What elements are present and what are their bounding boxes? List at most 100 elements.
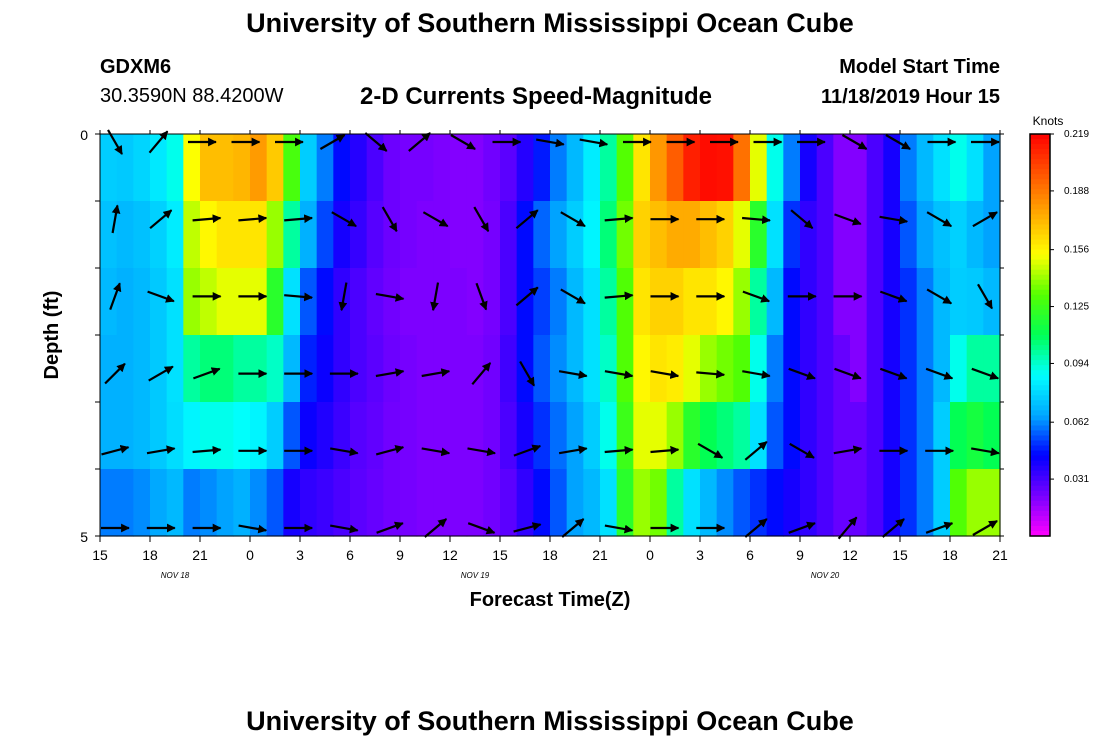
colorbar-segment	[1030, 189, 1050, 195]
x-tick-label: 18	[542, 547, 558, 563]
heatmap-cell	[366, 268, 384, 336]
heatmap-cell	[516, 268, 534, 336]
heatmap-cell	[133, 469, 151, 537]
heatmap-cell	[600, 268, 618, 336]
x-tick-label: 9	[796, 547, 804, 563]
colorbar-segment	[1030, 355, 1050, 361]
heatmap-cell	[366, 335, 384, 403]
colorbar-segment	[1030, 169, 1050, 175]
heatmap-cell	[783, 134, 801, 202]
heatmap-cell	[283, 469, 301, 537]
colorbar-segment	[1030, 425, 1050, 432]
x-tick-label: 0	[246, 547, 254, 563]
heatmap-cell	[300, 469, 318, 537]
heatmap-cell	[233, 335, 251, 403]
current-arrow	[515, 209, 539, 230]
colorbar-tick-label: 0.156	[1064, 245, 1089, 256]
heatmap-cell	[650, 402, 668, 470]
heatmap-cell	[516, 402, 534, 470]
colorbar-segment	[1030, 259, 1050, 266]
heatmap-cell	[616, 469, 634, 537]
heatmap-cell	[900, 335, 918, 403]
heatmap-cell	[800, 469, 818, 537]
colorbar-segment	[1030, 395, 1050, 401]
heatmap-cell	[916, 268, 934, 336]
heatmap-cell	[116, 201, 134, 269]
current-arrow	[558, 445, 588, 455]
heatmap-cell	[550, 201, 568, 269]
heatmap-cell	[716, 134, 734, 202]
heatmap-cell	[566, 335, 584, 403]
colorbar-segment	[1030, 490, 1050, 497]
heatmap-cell	[966, 469, 984, 537]
current-arrow	[790, 209, 814, 230]
current-arrow	[284, 292, 313, 302]
heatmap-cell	[816, 201, 834, 269]
station-id: GDXM6	[100, 56, 172, 78]
current-arrow	[192, 445, 222, 455]
heatmap-cell	[200, 134, 218, 202]
heatmap-cell	[216, 201, 234, 269]
heatmap-cell	[133, 402, 151, 470]
heatmap-cell	[550, 402, 568, 470]
colorbar-segment	[1030, 264, 1050, 271]
x-tick-label: 0	[646, 547, 654, 563]
colorbar-segment	[1030, 154, 1050, 160]
colorbar-segment	[1030, 274, 1050, 281]
current-arrow	[467, 447, 496, 457]
colorbar-segment	[1030, 299, 1050, 306]
heatmap-cell	[600, 335, 618, 403]
heatmap-cell	[650, 469, 668, 537]
heatmap-cell	[600, 201, 618, 269]
current-arrow	[148, 365, 174, 382]
heatmap-cell	[833, 335, 851, 403]
heatmap-cell	[516, 201, 534, 269]
heatmap-cell	[833, 469, 851, 537]
heatmap-cell	[633, 201, 651, 269]
heatmap-cell	[683, 201, 701, 269]
heatmap-cell	[533, 402, 551, 470]
colorbar-segment	[1030, 485, 1050, 492]
heatmap-cell	[750, 201, 768, 269]
heatmap-cell	[983, 469, 1001, 537]
current-arrow	[375, 292, 405, 302]
colorbar-segment	[1030, 380, 1050, 386]
colorbar-segment	[1030, 234, 1050, 241]
x-tick-label: 3	[296, 547, 304, 563]
heatmap-cell	[866, 335, 884, 403]
current-arrow	[422, 211, 449, 228]
current-arrow	[284, 214, 313, 224]
heatmap-cell	[450, 268, 468, 336]
heatmap-cell	[150, 134, 168, 202]
heatmap-cell	[350, 201, 368, 269]
station-coordinates: 30.3590N 88.4200W	[100, 85, 284, 107]
heatmap-cell	[166, 268, 184, 336]
heatmap-cell	[250, 402, 268, 470]
colorbar-segment	[1030, 525, 1050, 532]
colorbar-segment	[1030, 144, 1050, 150]
colorbar-segment	[1030, 435, 1050, 442]
heatmap-cell	[833, 402, 851, 470]
heatmap-cell	[766, 402, 784, 470]
colorbar-segment	[1030, 475, 1050, 482]
heatmap-cell	[166, 402, 184, 470]
colorbar-segment	[1030, 500, 1050, 507]
colorbar-segment	[1030, 284, 1050, 291]
heatmap-cell	[883, 402, 901, 470]
heatmap-cell	[450, 469, 468, 537]
current-arrow	[192, 214, 222, 224]
current-arrow	[238, 214, 268, 224]
current-arrow	[193, 367, 221, 380]
heatmap-cell	[533, 335, 551, 403]
heatmap-cell	[666, 402, 684, 470]
heatmap-cell	[716, 268, 734, 336]
heatmap-cell	[450, 402, 468, 470]
current-arrow	[885, 134, 911, 150]
colorbar-segment	[1030, 184, 1050, 190]
heatmap-cell	[883, 335, 901, 403]
heatmap-cell	[633, 469, 651, 537]
current-arrow	[473, 206, 490, 233]
heatmap-cell	[600, 402, 618, 470]
heatmap-cell	[550, 268, 568, 336]
